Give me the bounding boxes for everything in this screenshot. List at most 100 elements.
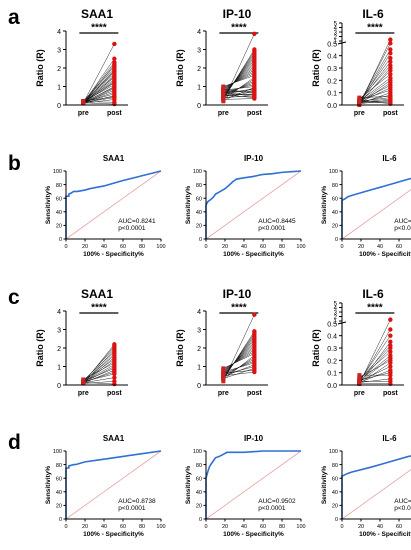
y-tick-label: 80 — [332, 183, 338, 189]
pair-line — [223, 369, 255, 374]
y-tick-label: 20 — [332, 224, 338, 230]
y-tick-label: 100 — [329, 169, 338, 175]
pre-point — [221, 87, 226, 92]
y-axis-label: Sensitivity% — [45, 186, 52, 225]
x-tick-label-pre: pre — [78, 110, 89, 117]
x-tick-label: 60 — [396, 524, 402, 530]
x-tick-label: 40 — [101, 524, 107, 530]
panel-label-d: d — [8, 431, 21, 454]
auc-label: AUC=0.9502 — [258, 498, 296, 505]
chart-c-saa1: SAA1 **** 0 1 2 3 4 pre post Ratio (R) — [35, 287, 128, 397]
auc-label: AUC=0.8214 — [394, 498, 411, 505]
x-tick-label: 80 — [279, 244, 285, 250]
auc-label: AUC=0.8445 — [258, 218, 296, 225]
pair-line — [359, 96, 391, 98]
y-tick-label: 80 — [332, 463, 338, 469]
x-tick-label: 100 — [296, 244, 305, 250]
pre-point — [221, 366, 226, 371]
pair-line — [83, 353, 115, 383]
p-value-label: p<0.0001 — [394, 505, 411, 512]
pair-line — [83, 382, 115, 385]
pair-line — [223, 58, 255, 95]
y-axis-label: Sensitivity% — [321, 466, 328, 505]
y-axis-label: Sensitivity% — [45, 466, 52, 505]
x-tick-label-pre: pre — [218, 390, 229, 397]
y-tick-label: 0.2 — [327, 78, 337, 85]
y-tick-label: 100 — [53, 169, 62, 175]
x-tick-label: 20 — [358, 244, 364, 250]
p-value-label: p<0.0001 — [258, 225, 286, 232]
y-axis-label: Ratio (R) — [311, 329, 321, 367]
chart-title: IP-10 — [223, 287, 252, 301]
p-value-label: p<0.0001 — [118, 225, 146, 232]
x-tick-label: 60 — [120, 524, 126, 530]
x-tick-label: 20 — [358, 524, 364, 530]
chart-d-il-6: IL-6002020404060608080100100AUC=0.8214p<… — [321, 434, 411, 538]
y-tick-label: 80 — [196, 183, 202, 189]
y-tick-label: 80 — [56, 463, 62, 469]
post-point — [388, 41, 393, 46]
reference-diagonal — [205, 450, 302, 520]
post-point — [388, 47, 393, 52]
pair-line — [83, 377, 115, 384]
y-tick-label: 2 — [197, 66, 201, 73]
y-tick-label: 3 — [57, 328, 61, 335]
pair-line — [359, 65, 391, 101]
x-tick-label: 100 — [156, 524, 165, 530]
roc-curve — [341, 455, 411, 519]
y-tick-label: 40 — [56, 210, 62, 216]
y-tick-label: 0 — [57, 383, 61, 390]
x-axis-label: 100% - Specificity% — [223, 251, 284, 258]
pair-line — [223, 334, 255, 378]
y-tick-label: 80 — [196, 463, 202, 469]
y-tick-label: 20 — [56, 504, 62, 510]
y-tick-label: 60 — [196, 196, 202, 202]
roc-curve — [65, 450, 162, 519]
y-axis-label: Ratio (R) — [35, 49, 45, 87]
y-tick-label: 0.0 — [327, 383, 337, 390]
pair-line — [359, 378, 391, 383]
pre-point — [221, 90, 226, 95]
post-point — [388, 317, 393, 322]
y-tick-label: 1 — [197, 365, 201, 372]
pair-line — [223, 71, 255, 89]
x-tick-label-pre: pre — [354, 110, 365, 117]
pair-line — [359, 355, 391, 382]
y-tick-label: 20 — [196, 504, 202, 510]
y-tick-label: 3 — [57, 48, 61, 55]
significance-label: **** — [367, 303, 383, 314]
x-tick-label: 0 — [204, 524, 207, 530]
y-tick-label: 60 — [56, 476, 62, 482]
chart-title: IL-6 — [382, 434, 397, 443]
x-tick-label: 40 — [377, 524, 383, 530]
y-tick-label: 0 — [199, 517, 202, 523]
y-tick-label: 4 — [197, 29, 201, 36]
x-tick-label: 100 — [156, 244, 165, 250]
y-tick-label: 2 — [57, 66, 61, 73]
pair-line — [83, 101, 115, 103]
pair-line — [223, 65, 255, 92]
panel-label-b: b — [8, 152, 21, 175]
x-tick-label-post: post — [383, 390, 398, 397]
pre-point — [81, 100, 86, 105]
pair-line — [83, 102, 115, 105]
pair-line — [223, 62, 255, 94]
x-tick-label: 0 — [340, 524, 343, 530]
pre-point — [357, 379, 362, 384]
y-tick-label: 0.1 — [327, 371, 337, 378]
post-point — [112, 381, 117, 387]
y-axis-label: Sensitivity% — [321, 186, 328, 225]
pair-line — [359, 372, 391, 381]
pair-line — [223, 340, 255, 375]
p-value-label: p<0.0001 — [258, 505, 286, 512]
post-point — [388, 51, 393, 56]
y-tick-label: 4 — [334, 306, 338, 312]
post-point — [252, 312, 257, 317]
significance-label: **** — [231, 303, 247, 314]
pair-line — [223, 60, 255, 95]
pre-point — [357, 100, 362, 105]
pre-point — [357, 381, 362, 386]
